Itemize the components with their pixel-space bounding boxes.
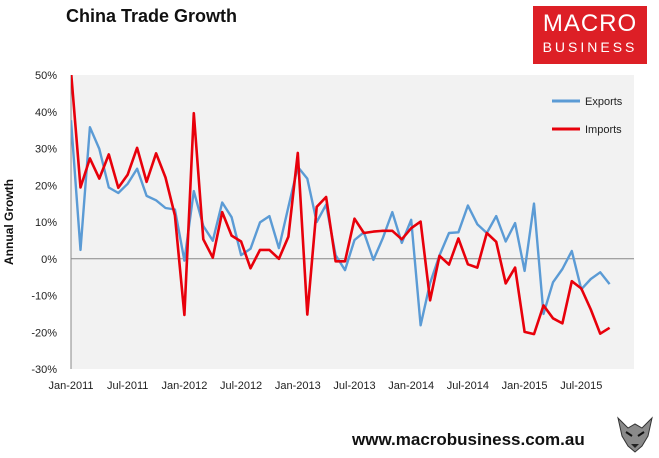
logo-line-1: MACRO <box>542 10 638 37</box>
series-line-exports <box>71 120 611 327</box>
legend-label: Exports <box>585 96 623 108</box>
y-tick-labels: -30% -20% -10% 0% 10% 20% 30% 40% 50% <box>31 70 57 376</box>
y-tick-label: 50% <box>35 70 57 82</box>
macrobusiness-logo[interactable]: MACRO BUSINESS <box>533 6 647 64</box>
logo-line-2: BUSINESS <box>542 39 638 55</box>
y-tick-label: 0% <box>41 254 57 266</box>
chart-title: China Trade Growth <box>66 6 238 26</box>
x-tick-label: Jul-2015 <box>560 380 602 392</box>
x-tick-label: Jan-2013 <box>275 380 321 392</box>
y-tick-label: -30% <box>31 364 57 376</box>
y-tick-label: 30% <box>35 144 57 156</box>
series-line-imports <box>71 75 611 336</box>
wolf-head-icon <box>614 414 656 454</box>
y-tick-label: 40% <box>35 107 57 119</box>
y-tick-label: 10% <box>35 217 57 229</box>
x-tick-label: Jan-2015 <box>502 380 548 392</box>
legend-label: Imports <box>585 124 622 136</box>
x-tick-label: Jul-2012 <box>220 380 262 392</box>
y-tick-label: 20% <box>35 180 57 192</box>
x-tick-label: Jul-2011 <box>107 380 148 392</box>
y-tick-label: -10% <box>31 291 57 303</box>
x-tick-label: Jan-2014 <box>388 380 434 392</box>
legend: Exports Imports <box>552 96 623 136</box>
line-chart: -30% -20% -10% 0% 10% 20% 30% 40% 50% Jan-2011 Ju… <box>2 70 634 392</box>
x-tick-labels: Jan-2011 Jul-2011 Jan-2012 Jul-2012 Jan-2013… <box>48 380 602 392</box>
y-tick-label: -20% <box>31 327 57 339</box>
x-tick-label: Jan-2011 <box>48 380 93 392</box>
footer-url[interactable]: www.macrobusiness.com.au <box>352 430 585 449</box>
x-tick-label: Jul-2014 <box>447 380 489 392</box>
y-axis-label: Annual Growth <box>2 179 16 265</box>
x-tick-label: Jan-2012 <box>161 380 207 392</box>
x-tick-label: Jul-2013 <box>333 380 375 392</box>
series-lines <box>71 75 611 336</box>
